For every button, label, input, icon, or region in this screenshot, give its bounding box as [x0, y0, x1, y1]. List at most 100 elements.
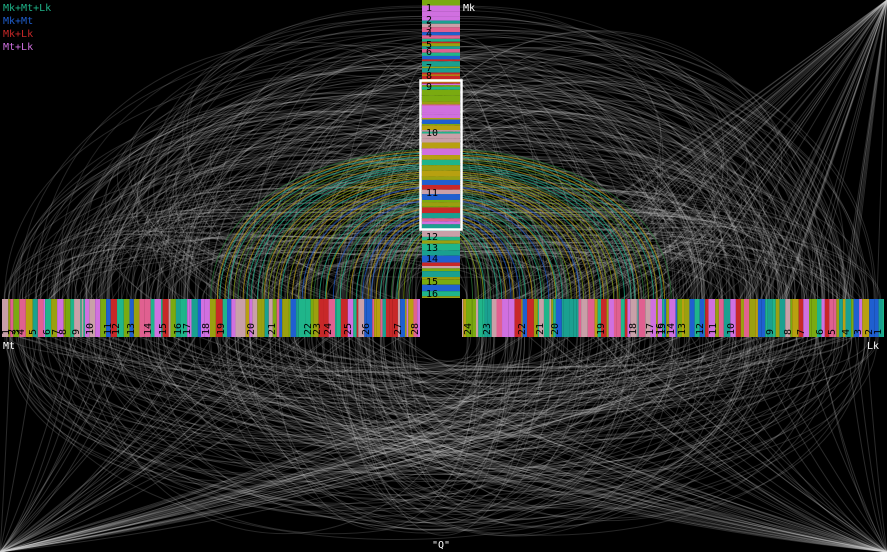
link	[360, 110, 731, 300]
segment	[276, 299, 280, 337]
link	[817, 336, 887, 552]
link	[813, 0, 887, 300]
segment	[180, 299, 186, 337]
link	[398, 336, 827, 399]
link	[214, 336, 871, 394]
segment	[168, 299, 171, 337]
link	[113, 336, 709, 441]
segment	[422, 16, 460, 21]
link	[459, 109, 814, 300]
segment	[144, 299, 151, 337]
segment	[422, 86, 460, 90]
link	[358, 336, 762, 416]
segment	[261, 299, 265, 337]
segment	[123, 299, 130, 337]
link	[33, 199, 423, 300]
link	[147, 141, 636, 300]
link	[163, 336, 653, 415]
link	[459, 222, 711, 300]
segment	[83, 299, 85, 337]
link	[765, 0, 887, 300]
link	[410, 336, 551, 412]
link	[17, 336, 642, 404]
link	[579, 0, 887, 300]
link	[186, 85, 788, 300]
link	[161, 173, 423, 300]
link	[61, 33, 423, 300]
link	[58, 101, 551, 300]
link	[750, 336, 887, 552]
segment	[620, 299, 625, 337]
link	[74, 336, 887, 552]
segment	[422, 105, 460, 113]
segment	[422, 75, 460, 80]
link	[0, 336, 74, 552]
link	[459, 136, 782, 300]
segment	[608, 299, 614, 337]
link	[357, 336, 530, 536]
link	[262, 250, 781, 300]
link	[0, 336, 12, 552]
link	[0, 336, 644, 552]
link	[48, 181, 423, 300]
link	[310, 336, 734, 434]
segment	[851, 299, 854, 337]
selection-box[interactable]	[419, 79, 463, 231]
segment	[422, 95, 460, 102]
link	[4, 336, 631, 441]
segment	[353, 299, 357, 337]
chromosome-label: 8	[426, 71, 432, 82]
link	[136, 187, 423, 300]
segment	[845, 299, 852, 337]
link	[0, 336, 259, 552]
link	[28, 244, 423, 300]
chromosome-label: 3	[426, 22, 432, 33]
link	[277, 214, 509, 300]
segment	[422, 52, 460, 56]
link	[459, 21, 783, 300]
segment	[836, 299, 840, 337]
link	[173, 336, 887, 552]
link	[287, 336, 839, 406]
chromosome-label: 13	[126, 323, 137, 335]
link	[546, 336, 887, 552]
link	[459, 233, 694, 300]
link	[459, 15, 723, 300]
segment	[422, 165, 460, 171]
segment	[358, 299, 365, 337]
link	[322, 336, 887, 552]
link	[247, 51, 563, 300]
link	[237, 336, 887, 552]
link	[89, 336, 887, 552]
link	[397, 336, 483, 391]
link	[226, 336, 761, 384]
link	[459, 92, 659, 300]
link	[91, 110, 495, 300]
chromosome-label: 1	[426, 3, 432, 14]
link	[372, 336, 602, 439]
segment	[422, 66, 460, 69]
legend-entry: Mk+Lk	[3, 29, 33, 40]
segment	[779, 299, 786, 337]
link	[171, 186, 423, 300]
segment	[522, 299, 528, 337]
link	[459, 89, 851, 300]
link	[132, 29, 877, 300]
segment	[84, 299, 90, 337]
segment	[669, 299, 676, 337]
segment	[878, 299, 883, 337]
link	[40, 137, 491, 300]
link	[17, 45, 696, 300]
segment	[422, 291, 460, 297]
link	[216, 336, 671, 435]
link	[368, 336, 770, 404]
link	[221, 336, 657, 374]
segment	[422, 213, 460, 219]
segment	[413, 299, 418, 337]
segment	[422, 130, 460, 132]
link	[0, 336, 842, 552]
link	[402, 336, 509, 506]
link	[391, 182, 703, 300]
segment	[576, 299, 579, 337]
link	[183, 66, 521, 300]
